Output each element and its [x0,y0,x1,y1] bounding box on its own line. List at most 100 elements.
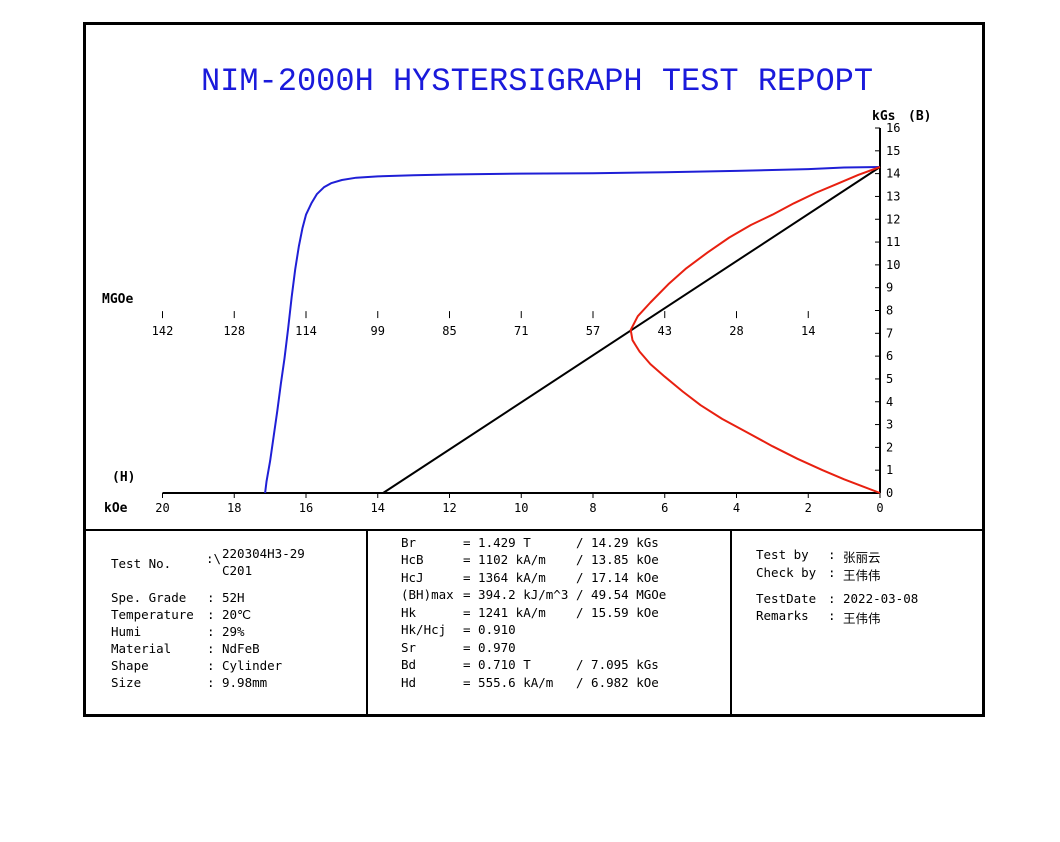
property-alt-value: / 17.14 kOe [576,570,659,585]
energy-tick-label: 142 [152,324,174,338]
energy-tick-label: 28 [729,324,743,338]
size-label: Size [111,675,142,690]
signoff-panel: Test by : 张丽云 Check by : 王伟伟 TestDate : … [732,531,982,716]
check-by-sep: : [828,565,836,580]
x-tick-label: 0 [876,501,883,515]
size-sep: : [207,675,215,690]
test-by-label: Test by [756,547,809,562]
grade-value: 52H [222,590,245,605]
y-tick-label: 4 [886,395,893,409]
grade-sep: : [207,590,215,605]
test-by-sep: : [828,547,836,562]
energy-tick-label: 43 [658,324,672,338]
property-label: Bd [401,657,417,672]
property-alt-value: / 15.59 kOe [576,605,659,620]
x-tick-label: 14 [371,501,385,515]
energy-tick-label: 99 [371,324,385,338]
y-axis-label: (B) [908,109,931,124]
y-tick-label: 7 [886,326,893,340]
humidity-value: 29% [222,624,245,639]
property-alt-value: / 49.54 MGOe [576,587,667,602]
energy-tick-label: 14 [801,324,815,338]
remarks-sep: : [828,608,836,623]
y-tick-label: 2 [886,440,893,454]
y-tick-label: 1 [886,463,893,477]
y-tick-label: 9 [886,281,893,295]
x-axis-label: (H) [112,470,135,485]
temperature-label: Temperature [111,607,194,622]
test-date-value: 2022-03-08 [843,591,919,606]
property-value: = 1102 kA/m [463,552,546,567]
property-value: = 0.910 [463,622,516,637]
property-label: (BH)max [401,587,454,602]
check-by-value: 王伟伟 [843,568,881,583]
x-tick-label: 10 [514,501,528,515]
shape-value: Cylinder [222,658,283,673]
chart-axes: 20 18 16 14 12 10 8 6 4 2 0kOe(H)01234567891011121… [102,109,931,516]
property-label: Br [401,535,417,550]
x-tick-label: 20 [155,501,169,515]
property-value: = 1241 kA/m [463,605,546,620]
y-tick-label: 8 [886,304,893,318]
property-value: = 394.2 kJ/m^3 [463,587,569,602]
humidity-label: Humi [111,624,142,639]
grade-label: Spe. Grade [111,590,187,605]
property-value: = 0.710 T [463,657,531,672]
x-tick-label: 18 [227,501,241,515]
shape-label: Shape [111,658,149,673]
energy-tick-label: 128 [223,324,245,338]
property-label: HcJ [401,570,424,585]
property-label: HcB [401,552,424,567]
test-date-sep: : [828,591,836,606]
remarks-value: 王伟伟 [843,611,881,626]
test-report: NIM-2000H HYSTERSIGRAPH TEST REPOPT 20 18… [83,22,985,717]
property-alt-value: / 14.29 kGs [576,535,659,550]
test-no-separator: :\ [206,551,222,566]
test-no-value-1: 220304H3-29 [222,546,305,561]
info-table: Test No. :\ 220304H3-29 C201 Spe. Grade … [86,529,982,716]
temperature-value: 20℃ [222,607,252,622]
y-tick-label: 3 [886,418,893,432]
x-tick-label: 16 [299,501,313,515]
y-tick-label: 10 [886,258,900,272]
y-tick-label: 14 [886,167,900,181]
property-value: = 1.429 T [463,535,531,550]
y-tick-label: 0 [886,486,893,500]
check-by-label: Check by [756,565,817,580]
series-line [264,166,881,494]
magnetic-properties-panel: Br = 1.429 T / 14.29 kGs HcB = 1102 kA/m… [366,531,732,716]
y-tick-label: 6 [886,349,893,363]
energy-tick-label: 71 [514,324,528,338]
report-title: NIM-2000H HYSTERSIGRAPH TEST REPOPT [200,63,874,100]
material-label: Material [111,641,172,656]
size-value: 9.98mm [222,675,268,690]
test-no-value-2: C201 [222,563,253,578]
property-label: Sr [401,640,417,655]
sample-info-panel: Test No. :\ 220304H3-29 C201 Spe. Grade … [86,531,368,716]
x-axis-unit: kOe [104,501,128,516]
y-tick-label: 5 [886,372,893,386]
y-tick-label: 16 [886,121,900,135]
property-alt-value: / 13.85 kOe [576,552,659,567]
y-axis-unit: kGs [872,109,895,124]
property-alt-value: / 6.982 kOe [576,675,659,690]
x-tick-label: 2 [805,501,812,515]
x-tick-label: 4 [733,501,740,515]
hysteresis-chart: 20 18 16 14 12 10 8 6 4 2 0kOe(H)01234567891011121… [102,109,931,516]
energy-tick-label: 57 [586,324,600,338]
test-date-label: TestDate [756,591,817,606]
property-label: Hd [401,675,417,690]
material-sep: : [207,641,215,656]
y-tick-label: 13 [886,189,900,203]
property-value: = 0.970 [463,640,516,655]
x-tick-label: 6 [661,501,668,515]
chart-curves [264,166,881,494]
y-tick-label: 12 [886,212,900,226]
temperature-sep: : [207,607,215,622]
series-line [629,166,881,494]
property-alt-value: / 7.095 kGs [576,657,659,672]
property-value: = 555.6 kA/m [463,675,554,690]
x-tick-label: 8 [589,501,596,515]
x-tick-label: 12 [442,501,456,515]
test-by-value: 张丽云 [843,550,881,565]
